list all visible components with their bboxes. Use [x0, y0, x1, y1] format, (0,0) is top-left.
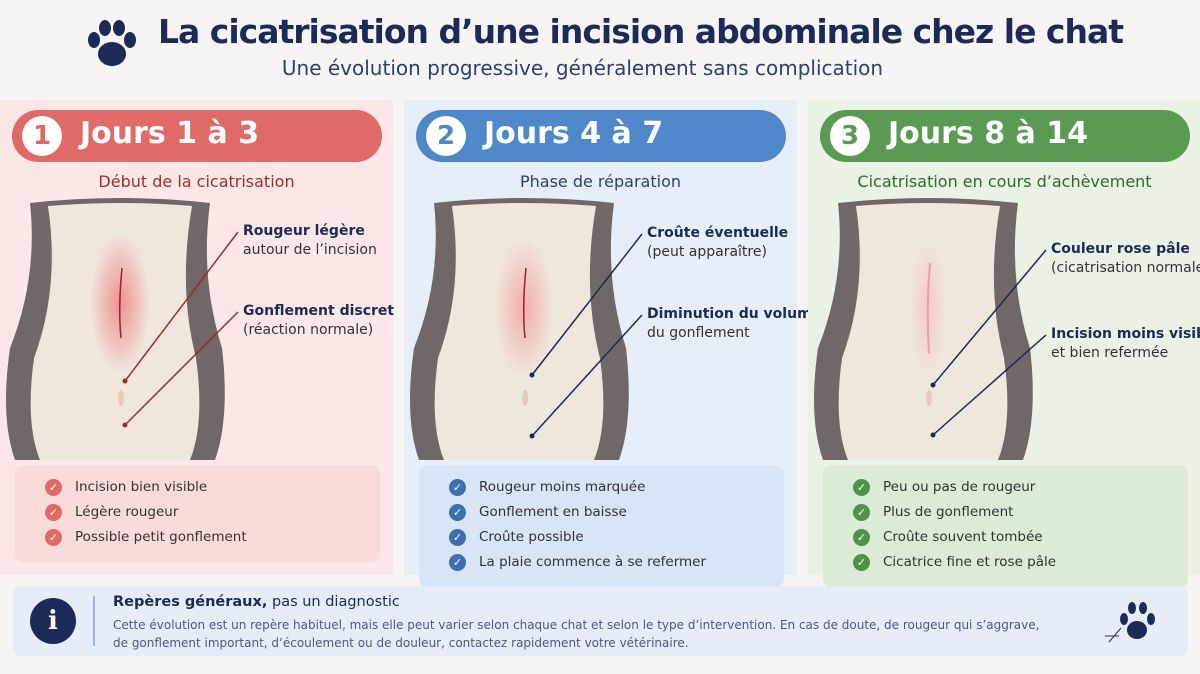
stage-number: 3 [830, 116, 870, 156]
stage-title: Jours 1 à 3 [80, 116, 260, 151]
stage-subtitle: Début de la cicatrisation [98, 172, 295, 191]
checklist: ✓ Rougeur moins marquée ✓ Gonflement en bai… [419, 465, 784, 587]
check-icon: ✓ [853, 529, 870, 546]
item-text: Possible petit gonflement [75, 529, 247, 545]
item-text: Peu ou pas de rougeur [883, 479, 1036, 495]
check-icon: ✓ [449, 479, 466, 496]
item-text: La plaie commence à se refermer [479, 554, 707, 570]
check-icon: ✓ [853, 504, 870, 521]
paw-small [1105, 602, 1155, 643]
check-icon: ✓ [45, 504, 62, 521]
item-text: Légère rougeur [75, 504, 179, 520]
stage-header: 1 Jours 1 à 3 [12, 110, 382, 162]
stage-panel: 1 Jours 1 à 3 Début de la cicatrisation Ro… [0, 100, 394, 575]
check-icon: ✓ [45, 529, 62, 546]
abdomen-illustration [410, 198, 643, 460]
leader-dot [529, 433, 535, 439]
leader-dot [122, 422, 128, 428]
annotation-text: (peut apparaître) [647, 244, 767, 260]
stage-title: Jours 8 à 14 [888, 116, 1088, 151]
item-text: Incision bien visible [75, 479, 208, 495]
leader-line [124, 311, 239, 426]
annotation-text: du gonflement [647, 325, 750, 341]
annotation-text: (réaction normale) [243, 322, 374, 338]
leader-line [531, 233, 643, 376]
footer: i Repères généraux, pas un diagnostic Ce… [13, 586, 1188, 656]
footer-title: Repères généraux, pas un diagnostic [113, 594, 400, 610]
footer-title-rest: pas un diagnostic [271, 594, 400, 610]
check-icon: ✓ [853, 554, 870, 571]
annotation-bold: Gonflement discret [243, 303, 395, 319]
check-icon: ✓ [45, 479, 62, 496]
annotation: Couleur rose pâle (cicatrisation normale) [1051, 240, 1200, 278]
item-text: Gonflement en baisse [479, 504, 627, 520]
footer-title-bold: Repères généraux, [113, 594, 268, 610]
stage-header: 3 Jours 8 à 14 [820, 110, 1190, 162]
stage-subtitle: Phase de réparation [519, 172, 681, 191]
item-text: Croûte souvent tombée [883, 529, 1043, 545]
checklist: ✓ Peu ou pas de rougeur ✓ Plus de gonflemen… [823, 465, 1188, 587]
annotation-bold: Croûte éventuelle [647, 225, 789, 241]
leader-dot [930, 382, 936, 388]
annotation-text: autour de l’incision [243, 242, 377, 258]
annotation: Gonflement discret (réaction normale) [243, 302, 394, 340]
annotation-text: (cicatrisation normale) [1051, 260, 1200, 276]
paw-icon [88, 20, 136, 66]
subtitle: Une évolution progressive, généralement … [281, 56, 884, 80]
divider [93, 596, 95, 646]
leader-line [531, 314, 643, 437]
item-text: Plus de gonflement [883, 504, 1014, 520]
annotation-bold: Couleur rose pâle [1051, 241, 1190, 257]
leader-line [124, 231, 239, 382]
title: La cicatrisation d’une incision abdomina… [158, 12, 1124, 51]
stage-panel: 2 Jours 4 à 7 Phase de réparation Croûte é… [404, 100, 821, 587]
item-text: Rougeur moins marquée [479, 479, 646, 495]
stage-header: 2 Jours 4 à 7 [416, 110, 786, 162]
annotation-bold: Incision moins visible [1051, 326, 1200, 342]
annotation: Rougeur légère autour de l’incision [243, 222, 377, 260]
annotation: Incision moins visible et bien refermée [1051, 325, 1200, 363]
check-icon: ✓ [449, 554, 466, 571]
info-icon: i [30, 598, 76, 644]
footer-text: Cette évolution est un repère habituel, … [113, 616, 1039, 652]
item-text: Cicatrice fine et rose pâle [883, 554, 1057, 570]
annotation: Diminution du volume du gonflement [647, 305, 821, 343]
item-text: Croûte possible [479, 529, 584, 545]
check-icon: ✓ [853, 479, 870, 496]
footer-line: de gonflement important, d’écoulement ou… [113, 636, 689, 650]
abdomen-illustration [6, 198, 239, 460]
stage-subtitle: Cicatrisation en cours d’achèvement [857, 172, 1152, 191]
leader-dot [122, 378, 128, 384]
annotation: Croûte éventuelle (peut apparaître) [647, 224, 788, 262]
footer-line: Cette évolution est un repère habituel, … [113, 618, 1040, 632]
annotation-text: et bien refermée [1051, 345, 1169, 361]
annotation-bold: Diminution du volume [647, 306, 822, 322]
stage-number: 2 [426, 116, 466, 156]
stage-number: 1 [22, 116, 62, 156]
stage-panel: 3 Jours 8 à 14 Cicatrisation en cours d’ac… [808, 100, 1200, 587]
checklist: ✓ Incision bien visible ✓ Légère rougeur ✓ Po… [15, 465, 380, 562]
leader-line [932, 249, 1047, 386]
check-icon: ✓ [449, 529, 466, 546]
leader-line [932, 334, 1047, 436]
check-icon: ✓ [449, 504, 466, 521]
leader-dot [930, 432, 936, 438]
abdomen-illustration [814, 198, 1047, 460]
leader-dot [529, 372, 535, 378]
annotation-bold: Rougeur légère [243, 223, 365, 239]
stage-title: Jours 4 à 7 [484, 116, 664, 151]
